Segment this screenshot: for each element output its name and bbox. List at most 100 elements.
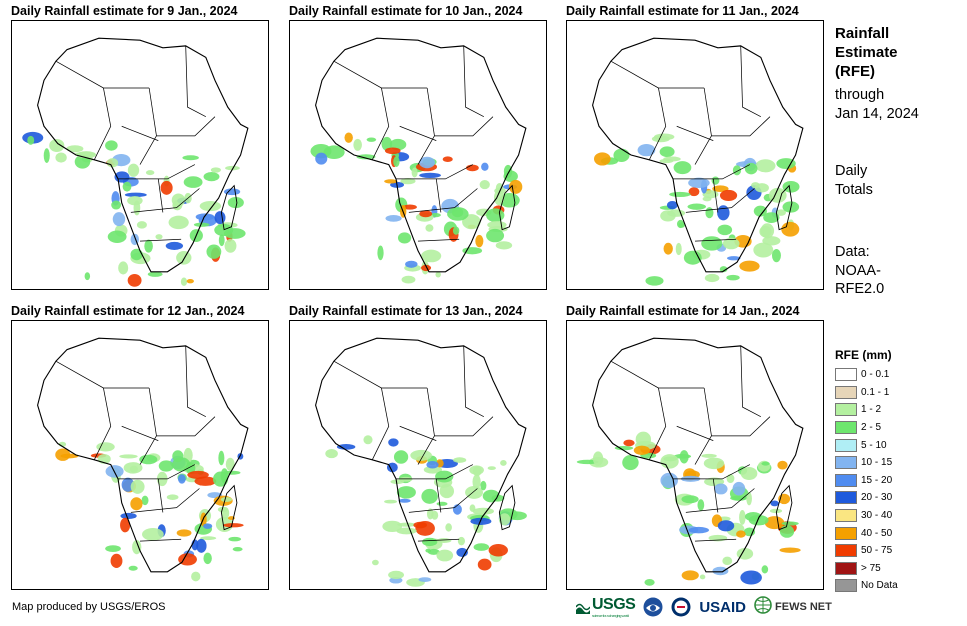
legend-swatch <box>835 491 857 505</box>
rainfall-patch <box>377 245 384 261</box>
rainfall-patch <box>224 238 237 253</box>
source-line-1: NOAA- <box>835 262 881 279</box>
panel-title-1: Daily Rainfall estimate for 9 Jan., 2024 <box>11 4 238 18</box>
rainfall-patch <box>402 204 417 210</box>
rainfall-patch <box>344 132 353 143</box>
rainfall-patch <box>120 517 131 533</box>
legend-swatch <box>835 561 857 575</box>
rainfall-patch <box>107 230 127 243</box>
legend-item: 5 - 10 <box>835 436 898 454</box>
legend-label: 30 - 40 <box>861 510 893 522</box>
rainfall-patch <box>687 203 706 210</box>
rainfall-patch <box>702 190 719 199</box>
legend-label: 5 - 10 <box>861 439 887 451</box>
rainfall-patch <box>388 570 405 580</box>
rainfall-patch <box>222 470 241 475</box>
legend-item: 40 - 50 <box>835 524 898 542</box>
legend: 0 - 0.1 0.1 - 1 1 - 2 2 - 5 5 - 10 10 - 15 15 … <box>835 366 898 595</box>
panel-title-3: Daily Rainfall estimate for 11 Jan., 202… <box>566 4 799 18</box>
rainfall-patch <box>186 278 194 284</box>
rainfall-patch <box>203 523 213 529</box>
rainfall-patch <box>457 536 465 546</box>
africa-coastline <box>592 37 804 273</box>
rainfall-patch <box>771 248 781 263</box>
rainfall-patch <box>675 242 682 256</box>
rainfall-patch <box>635 431 652 447</box>
rainfall-patch <box>145 170 155 176</box>
legend-swatch <box>835 421 857 435</box>
rainfall-patch <box>660 210 676 222</box>
rainfall-patch <box>141 495 149 506</box>
rainfall-patch <box>727 256 741 261</box>
rainfall-patch <box>781 221 800 237</box>
rainfall-patch <box>712 185 729 193</box>
rainfall-patch <box>127 163 140 177</box>
fews-net-text: FEWS NET <box>775 601 832 613</box>
rainfall-patch <box>191 571 201 582</box>
rainfall-patch <box>659 146 675 158</box>
legend-label: 1 - 2 <box>861 404 882 416</box>
rainfall-patch <box>422 537 438 547</box>
rainfall-patch <box>651 135 670 143</box>
rainfall-patch <box>410 449 432 461</box>
rainfall-patch <box>712 566 729 576</box>
usgs-wave-icon <box>575 601 591 614</box>
rainfall-patch <box>673 161 692 175</box>
rainfall-patch <box>479 179 490 190</box>
rainfall-patch <box>142 528 164 541</box>
data-label: Data: <box>835 244 870 260</box>
daily-totals-text: Daily Totals <box>835 162 873 199</box>
madagascar-outline <box>498 484 516 531</box>
rainfall-patch <box>111 200 122 210</box>
rainfall-patch <box>336 443 356 450</box>
rainfall-patch <box>356 154 376 160</box>
rainfall-patch <box>124 192 147 198</box>
logo-strip: USGS science for a changing world USAID … <box>575 595 832 618</box>
rainfall-patch <box>781 521 799 526</box>
rainfall-patch <box>384 147 401 155</box>
rainfall-patch <box>187 470 209 479</box>
rainfall-patch <box>421 249 442 263</box>
rainfall-patch <box>761 565 769 574</box>
legend-swatch <box>835 526 857 540</box>
rainfall-patch <box>384 499 398 504</box>
rainfall-patch <box>423 465 443 474</box>
africa-map-drawing <box>310 37 527 284</box>
rainfall-map-4 <box>11 320 269 590</box>
rainfall-patch <box>726 274 740 281</box>
rainfall-patch <box>739 260 760 272</box>
rainfall-patch <box>221 506 230 520</box>
rainfall-patch <box>176 529 192 537</box>
rainfall-patch <box>486 228 505 243</box>
rainfall-patch <box>84 272 91 281</box>
rainfall-patch <box>387 462 398 473</box>
rainfall-patch <box>688 526 709 534</box>
rainfall-patch <box>155 234 163 240</box>
africa-map-drawing <box>592 37 804 286</box>
rainfall-patch <box>669 191 691 198</box>
rainfall-patch <box>699 574 706 580</box>
through-date: Jan 14, 2024 <box>835 105 919 122</box>
rainfall-patch <box>180 277 188 286</box>
rainfall-patch <box>55 152 67 163</box>
rainfall-patch <box>488 544 508 557</box>
source-line-2: RFE2.0 <box>835 281 885 297</box>
rainfall-patch <box>779 547 801 553</box>
rainfall-patch <box>165 241 184 250</box>
legend-item: 1 - 2 <box>835 401 898 419</box>
rainfall-patch <box>477 558 492 571</box>
rainfall-patch <box>744 512 762 522</box>
country-border <box>118 425 200 542</box>
rainfall-patch <box>436 549 454 562</box>
rainfall-patch <box>196 538 207 553</box>
rainfall-patch <box>160 180 173 195</box>
madagascar-outline <box>220 184 238 231</box>
rainfall-patch <box>382 520 403 533</box>
rainfall-patch <box>214 211 226 225</box>
country-border <box>610 45 771 165</box>
rainfall-patch <box>746 492 752 506</box>
rainfall-patch <box>413 521 427 529</box>
country-border <box>396 125 478 242</box>
rainfall-patch <box>701 453 717 458</box>
rainfall-patch <box>711 176 720 185</box>
